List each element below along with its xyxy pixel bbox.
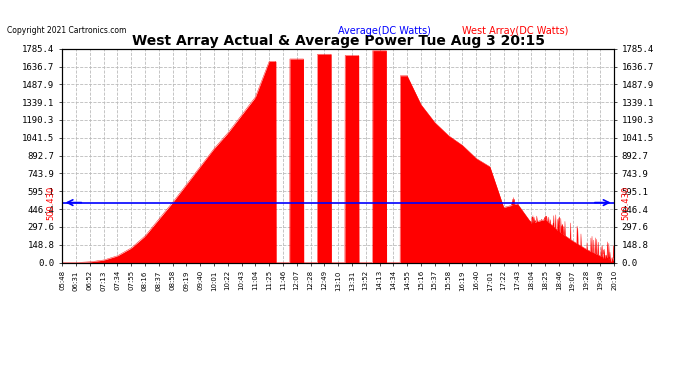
Text: Average(DC Watts): Average(DC Watts) — [338, 26, 431, 36]
Text: West Array(DC Watts): West Array(DC Watts) — [462, 26, 569, 36]
Text: 500.430: 500.430 — [621, 186, 630, 220]
Title: West Array Actual & Average Power Tue Aug 3 20:15: West Array Actual & Average Power Tue Au… — [132, 34, 544, 48]
Text: Copyright 2021 Cartronics.com: Copyright 2021 Cartronics.com — [7, 26, 126, 35]
Text: 500.430: 500.430 — [46, 186, 55, 220]
